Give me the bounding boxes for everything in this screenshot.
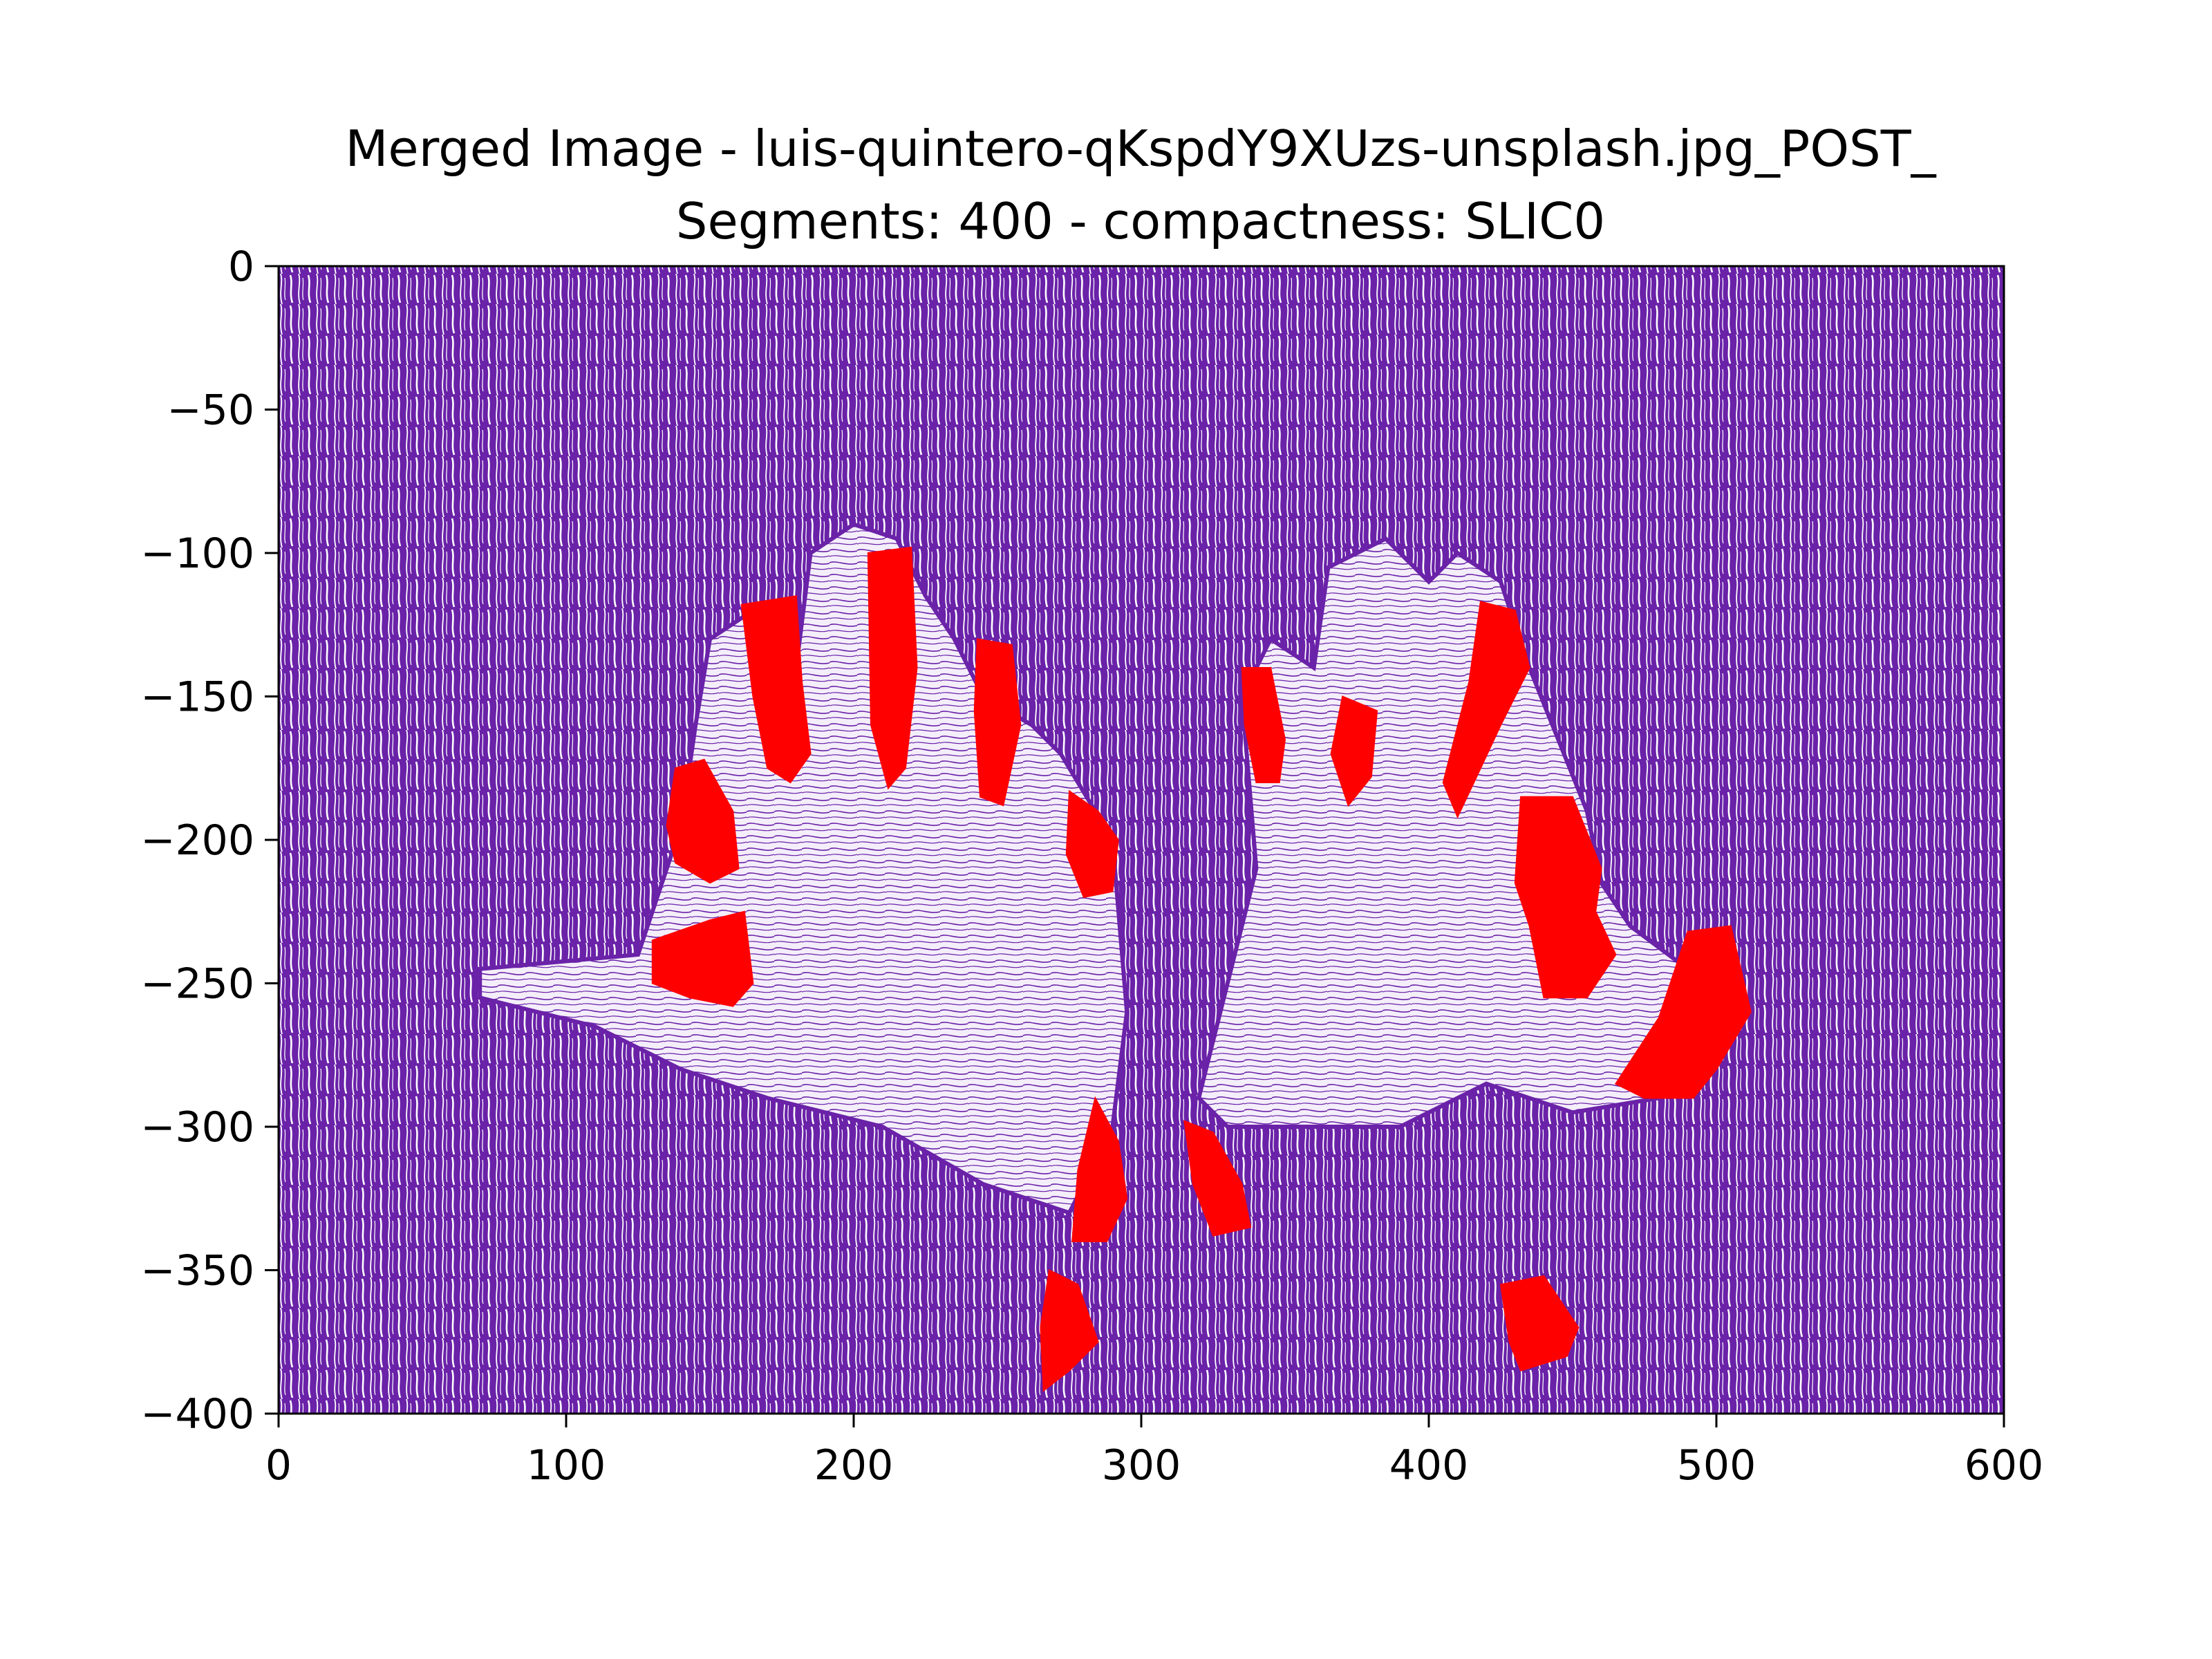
y-tick-label: −100: [140, 529, 254, 578]
chart-title-line-1: Merged Image - luis-quintero-qKspdY9XUzs…: [345, 120, 1936, 178]
highlighted-segment-15: [1499, 1275, 1580, 1372]
x-tick-label: 500: [1677, 1441, 1756, 1490]
y-axis: 0 −50 −100 −150 −200 −250 −300 −350 −400: [140, 243, 279, 1438]
highlighted-segment-4: [666, 758, 740, 884]
image-background: [279, 266, 2004, 1414]
x-tick-label: 600: [1965, 1441, 2044, 1490]
highlighted-segment-12: [1071, 1096, 1128, 1242]
highlighted-segments-layer: [651, 546, 1752, 1392]
x-tick-label: 300: [1102, 1441, 1181, 1490]
highlighted-segment-7: [1241, 667, 1286, 783]
y-tick-label: −300: [140, 1103, 254, 1152]
y-tick-label: −200: [140, 816, 254, 865]
x-axis: 0 100 200 300 400 500 600: [265, 1414, 2043, 1490]
highlighted-segment-3: [973, 638, 1022, 807]
x-tick-label: 100: [527, 1441, 606, 1490]
x-tick-label: 400: [1389, 1441, 1469, 1490]
y-tick-label: −250: [140, 960, 254, 1009]
y-tick-label: −350: [140, 1247, 254, 1295]
x-tick-label: 0: [265, 1441, 292, 1490]
highlighted-segment-11: [1614, 925, 1752, 1099]
highlighted-segment-2: [867, 546, 918, 790]
highlighted-segment-9: [1442, 601, 1530, 819]
y-tick-label: −150: [140, 673, 254, 722]
y-tick-label: −400: [140, 1390, 254, 1438]
highlighted-segment-6: [1065, 789, 1119, 899]
y-tick-label: 0: [228, 243, 254, 291]
y-tick-label: −50: [167, 386, 254, 435]
highlighted-segment-8: [1330, 695, 1378, 807]
highlighted-segment-14: [1040, 1268, 1099, 1392]
highlighted-segment-10: [1514, 796, 1617, 999]
highlighted-segment-1: [740, 595, 812, 784]
plot-area: [279, 266, 2004, 1414]
highlighted-segment-13: [1183, 1120, 1252, 1237]
chart-title-line-2: Segments: 400 - compactness: SLIC0: [676, 192, 1605, 250]
highlighted-segment-5: [651, 910, 754, 1007]
x-tick-label: 200: [814, 1441, 894, 1490]
chart-title: Merged Image - luis-quintero-qKspdY9XUzs…: [345, 120, 1936, 250]
